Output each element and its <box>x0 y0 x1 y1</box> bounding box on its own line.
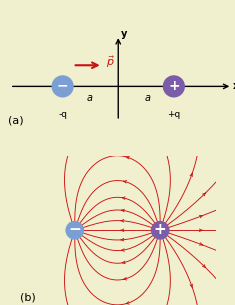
Text: y: y <box>121 29 127 39</box>
Circle shape <box>151 221 170 240</box>
Text: (a): (a) <box>8 115 24 125</box>
Circle shape <box>163 75 185 98</box>
Text: +: + <box>154 222 167 237</box>
Text: +: + <box>168 79 180 93</box>
Text: a: a <box>86 93 92 103</box>
Text: +q: +q <box>167 110 180 119</box>
Text: x: x <box>233 81 235 92</box>
Text: $\vec{p}$: $\vec{p}$ <box>106 54 115 70</box>
Text: (b): (b) <box>20 293 36 303</box>
Text: a: a <box>144 93 150 103</box>
Text: −: − <box>57 79 68 93</box>
Circle shape <box>51 75 74 98</box>
Circle shape <box>65 221 84 240</box>
Text: −: − <box>68 222 81 237</box>
Text: -q: -q <box>58 110 67 119</box>
